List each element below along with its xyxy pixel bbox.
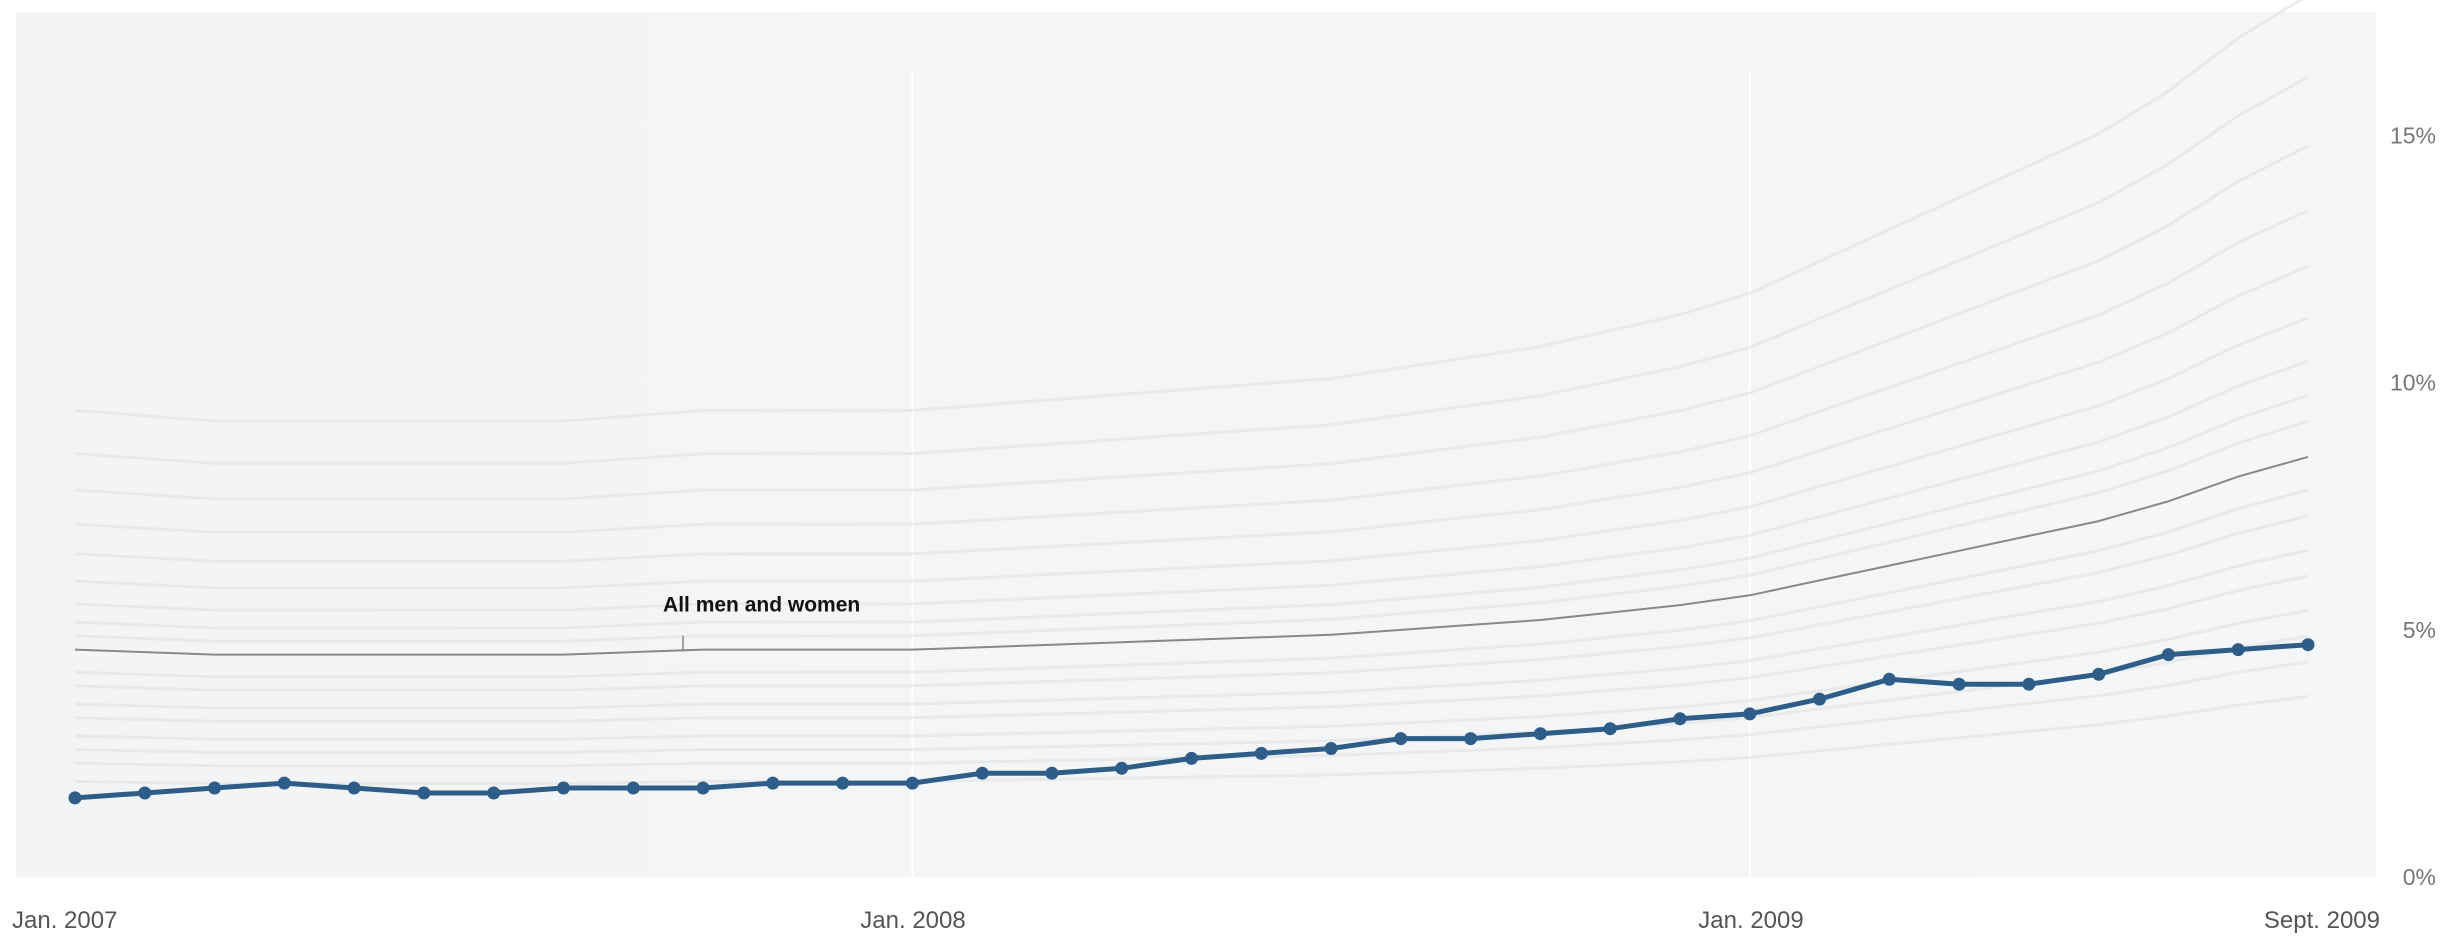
background-series-line-12 bbox=[74, 265, 2309, 563]
plot-background bbox=[16, 12, 2376, 877]
data-point-1-12 bbox=[905, 776, 919, 790]
background-series-line-11 bbox=[74, 316, 2309, 590]
data-point-1-24 bbox=[1743, 707, 1757, 721]
background-series-line-16 bbox=[74, 0, 2304, 423]
annotation-label-0: All men and women bbox=[663, 594, 860, 617]
data-point-1-13 bbox=[975, 766, 989, 780]
data-point-1-22 bbox=[1603, 722, 1617, 736]
data-point-1-29 bbox=[2092, 667, 2106, 681]
x-tick-label-3: Sept. 2009 bbox=[2264, 907, 2380, 934]
y-axis-ticks: 0% 5% 10% 15% bbox=[2390, 123, 2436, 890]
x-tick-label-1: Jan. 2008 bbox=[860, 907, 965, 934]
data-point-1-5 bbox=[417, 786, 431, 800]
x-tick-label-2: Jan. 2009 bbox=[1698, 907, 1803, 934]
data-point-1-20 bbox=[1464, 732, 1478, 746]
background-series bbox=[74, 0, 2309, 786]
data-point-1-30 bbox=[2161, 648, 2175, 662]
data-point-1-15 bbox=[1115, 761, 1129, 775]
data-point-1-7 bbox=[557, 781, 570, 795]
background-series-line-0 bbox=[74, 694, 2309, 786]
data-point-1-3 bbox=[277, 776, 291, 790]
background-series-line-5 bbox=[74, 548, 2309, 710]
data-point-1-11 bbox=[836, 776, 850, 790]
background-series-line-3 bbox=[74, 608, 2309, 741]
data-point-1-27 bbox=[1952, 677, 1966, 691]
y-tick-label-2: 10% bbox=[2390, 370, 2436, 396]
y-tick-label-0: 0% bbox=[2403, 864, 2436, 890]
y-tick-label-3: 15% bbox=[2390, 123, 2436, 149]
background-series-line-10 bbox=[74, 359, 2309, 612]
data-point-1-1 bbox=[138, 786, 152, 800]
background-series-line-15 bbox=[74, 75, 2309, 465]
data-point-1-8 bbox=[626, 781, 640, 795]
x-tick-label-0: Jan. 2007 bbox=[12, 907, 117, 934]
data-point-1-2 bbox=[208, 781, 222, 795]
data-point-1-26 bbox=[1882, 672, 1896, 686]
background-series-line-8 bbox=[74, 419, 2309, 643]
data-point-1-23 bbox=[1673, 712, 1687, 726]
background-series-line-4 bbox=[74, 574, 2309, 723]
background-series-line-6 bbox=[74, 514, 2309, 692]
data-point-1-17 bbox=[1254, 746, 1268, 760]
background-series-line-7 bbox=[74, 488, 2309, 679]
data-point-1-6 bbox=[487, 786, 501, 800]
x-axis-ticks: Jan. 2007 Jan. 2008 Jan. 2009 Sept. 2009 bbox=[12, 907, 2380, 934]
series-line-0 bbox=[74, 455, 2309, 656]
data-point-1-0 bbox=[68, 791, 82, 805]
data-point-1-19 bbox=[1394, 732, 1408, 746]
series-layer bbox=[68, 455, 2315, 805]
data-point-1-28 bbox=[2022, 677, 2036, 691]
background-series-line-14 bbox=[74, 144, 2309, 501]
data-point-1-14 bbox=[1045, 766, 1059, 780]
background-series-line-13 bbox=[74, 209, 2309, 534]
background-series-line-2 bbox=[74, 634, 2309, 754]
data-point-1-32 bbox=[2301, 638, 2315, 652]
data-point-1-16 bbox=[1185, 751, 1198, 765]
y-tick-label-1: 5% bbox=[2403, 617, 2436, 643]
annotations: All men and women bbox=[663, 594, 860, 652]
data-point-1-10 bbox=[766, 776, 780, 790]
data-point-1-21 bbox=[1533, 727, 1547, 741]
data-point-1-18 bbox=[1324, 742, 1338, 755]
data-point-1-31 bbox=[2231, 643, 2245, 657]
data-point-1-25 bbox=[1813, 692, 1826, 706]
data-point-1-9 bbox=[696, 781, 710, 795]
background-series-line-9 bbox=[74, 393, 2309, 630]
data-point-1-4 bbox=[347, 781, 361, 795]
